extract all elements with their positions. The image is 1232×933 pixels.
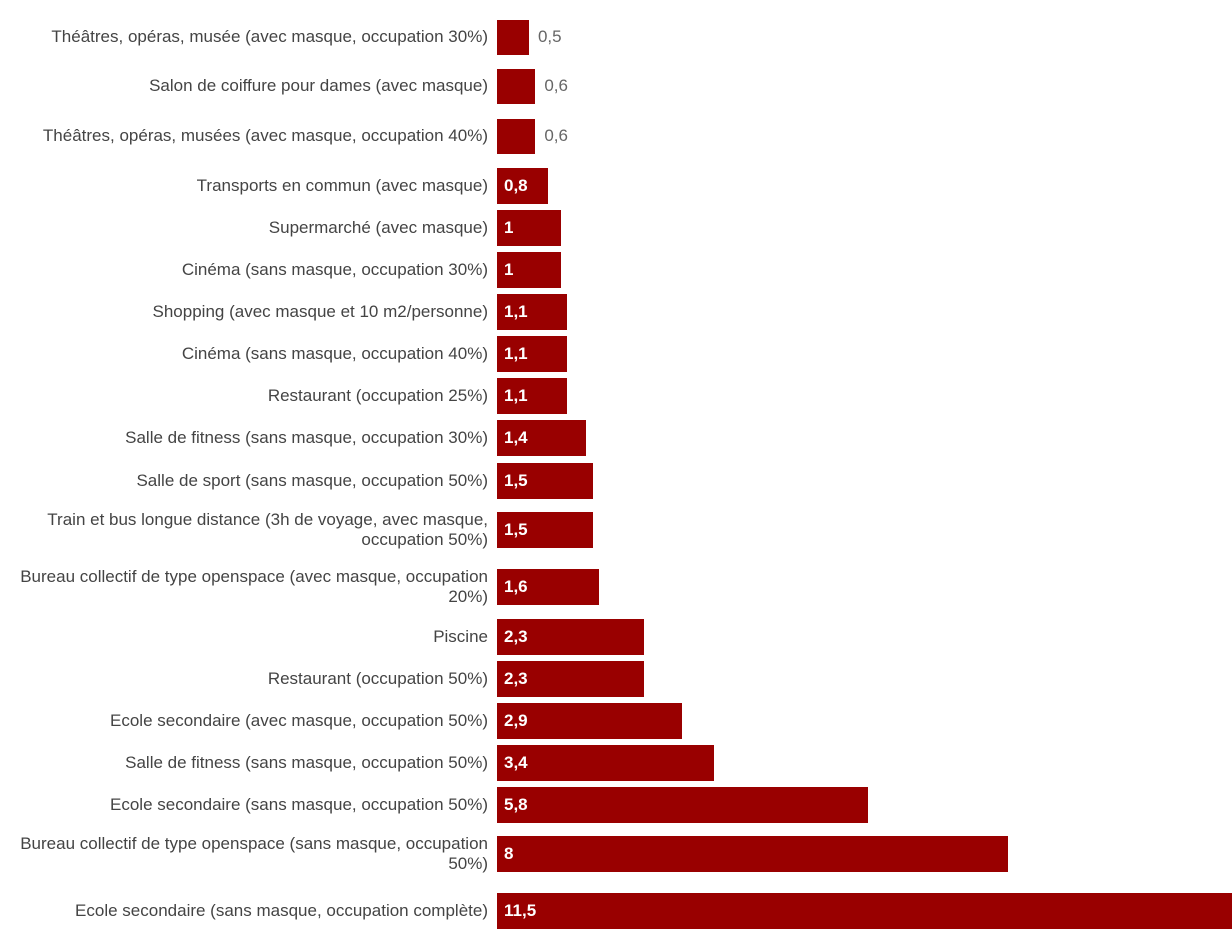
- bar: [497, 787, 868, 823]
- value-label: 5,8: [504, 795, 528, 814]
- category-label: Salon de coiffure pour dames (avec masqu…: [149, 76, 488, 95]
- value-label: 2,3: [504, 627, 528, 646]
- category-label: Restaurant (occupation 50%): [267, 669, 488, 688]
- category-label: Transports en commun (avec masque): [196, 176, 488, 195]
- value-label: 1,1: [504, 344, 528, 363]
- value-label: 0,5: [537, 27, 562, 46]
- value-label: 1,1: [504, 386, 528, 405]
- category-label: Théâtres, opéras, musée (avec masque, oc…: [51, 27, 488, 46]
- bar: [497, 19, 529, 55]
- bar: [497, 893, 1232, 929]
- bar: [497, 703, 683, 739]
- category-label: Théâtres, opéras, musées (avec masque, o…: [42, 126, 488, 145]
- value-label: 3,4: [504, 753, 528, 772]
- category-label: Salle de fitness (sans masque, occupatio…: [125, 428, 488, 447]
- value-label: 8: [504, 844, 514, 863]
- value-label: 0,8: [504, 176, 528, 195]
- category-label: Ecole secondaire (avec masque, occupatio…: [110, 711, 488, 730]
- category-label: Salle de sport (sans masque, occupation …: [136, 471, 488, 490]
- bar: [497, 463, 593, 499]
- value-label: 1,1: [504, 302, 528, 321]
- bar: [497, 569, 600, 605]
- bar: [497, 294, 568, 330]
- bar: [497, 420, 587, 456]
- category-label: Bureau collectif de type openspace (sans…: [20, 834, 488, 873]
- value-label: 1: [504, 260, 514, 279]
- bar: [497, 336, 568, 372]
- value-label: 1,5: [504, 520, 528, 539]
- value-label: 1: [504, 218, 514, 237]
- value-label: 1,4: [504, 428, 528, 447]
- value-label: 1,5: [504, 471, 528, 490]
- value-label: 1,6: [504, 577, 528, 596]
- bar: [497, 210, 561, 246]
- category-label: Piscine: [433, 627, 488, 646]
- value-label: 2,9: [504, 711, 528, 730]
- category-label: Ecole secondaire (sans masque, occupatio…: [110, 795, 488, 814]
- category-label: Shopping (avec masque et 10 m2/personne): [152, 302, 488, 321]
- category-label: Salle de fitness (sans masque, occupatio…: [125, 753, 488, 772]
- bar: [497, 836, 1009, 872]
- value-label: 11,5: [504, 901, 537, 920]
- bar: [497, 168, 549, 204]
- category-label: Ecole secondaire (sans masque, occupatio…: [75, 901, 488, 920]
- bar: [497, 512, 593, 548]
- value-label: 2,3: [504, 669, 528, 688]
- category-label: Restaurant (occupation 25%): [267, 386, 488, 405]
- category-label: Bureau collectif de type openspace (avec…: [20, 567, 488, 606]
- category-label: Cinéma (sans masque, occupation 30%): [181, 260, 488, 279]
- category-label: Train et bus longue distance (3h de voya…: [47, 510, 488, 549]
- bar: [497, 619, 644, 655]
- bar: [497, 118, 536, 154]
- category-label: Supermarché (avec masque): [268, 218, 488, 237]
- bar: [497, 68, 536, 104]
- bar: [497, 378, 568, 414]
- bar: [497, 661, 644, 697]
- bar: [497, 745, 715, 781]
- category-label: Cinéma (sans masque, occupation 40%): [181, 344, 488, 363]
- value-label: 0,6: [544, 76, 568, 95]
- value-label: 0,6: [544, 126, 568, 145]
- bar: [497, 252, 561, 288]
